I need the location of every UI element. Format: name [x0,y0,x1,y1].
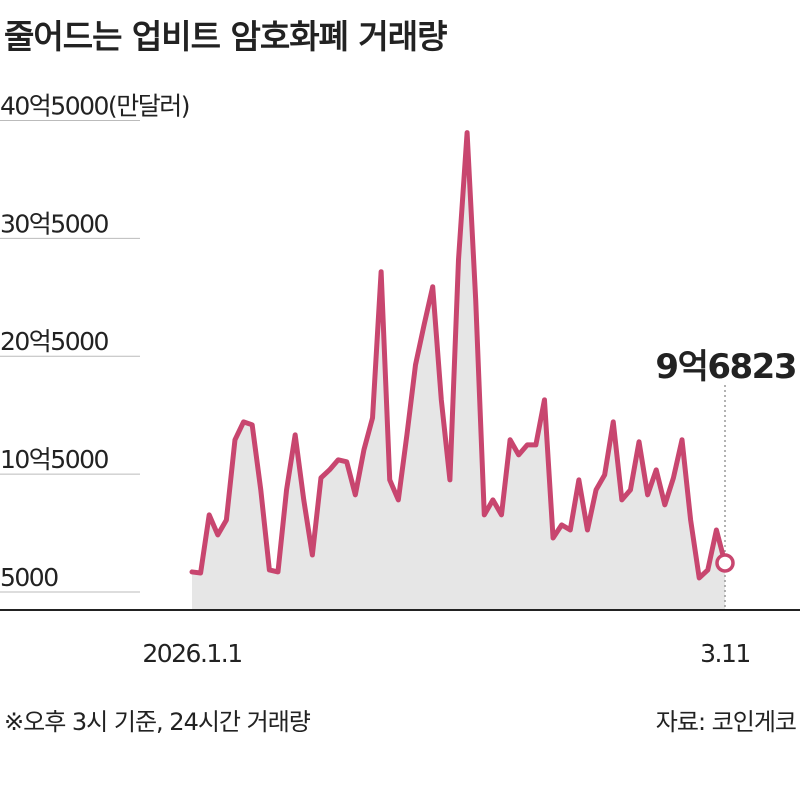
x-tick-label: 2026.1.1 [142,639,241,668]
area [192,132,725,610]
y-tick-label: 40억5000(만달러) [0,91,189,120]
y-tick-label: 10억5000 [0,445,109,474]
chart-title: 줄어드는 업비트 암호화폐 거래량 [4,17,447,56]
source: 자료: 코인게코 [656,708,796,736]
y-tick-label: 5000 [0,563,58,592]
y-tick-label: 20억5000 [0,327,109,356]
line [189,130,728,581]
x-tick-label: 3.11 [700,639,750,668]
end-point [715,553,735,573]
y-tick-label: 30억5000 [0,209,109,238]
annotation: 9억6823 [655,347,796,387]
footnote: ※오후 3시 기준, 24시간 거래량 [4,708,311,736]
